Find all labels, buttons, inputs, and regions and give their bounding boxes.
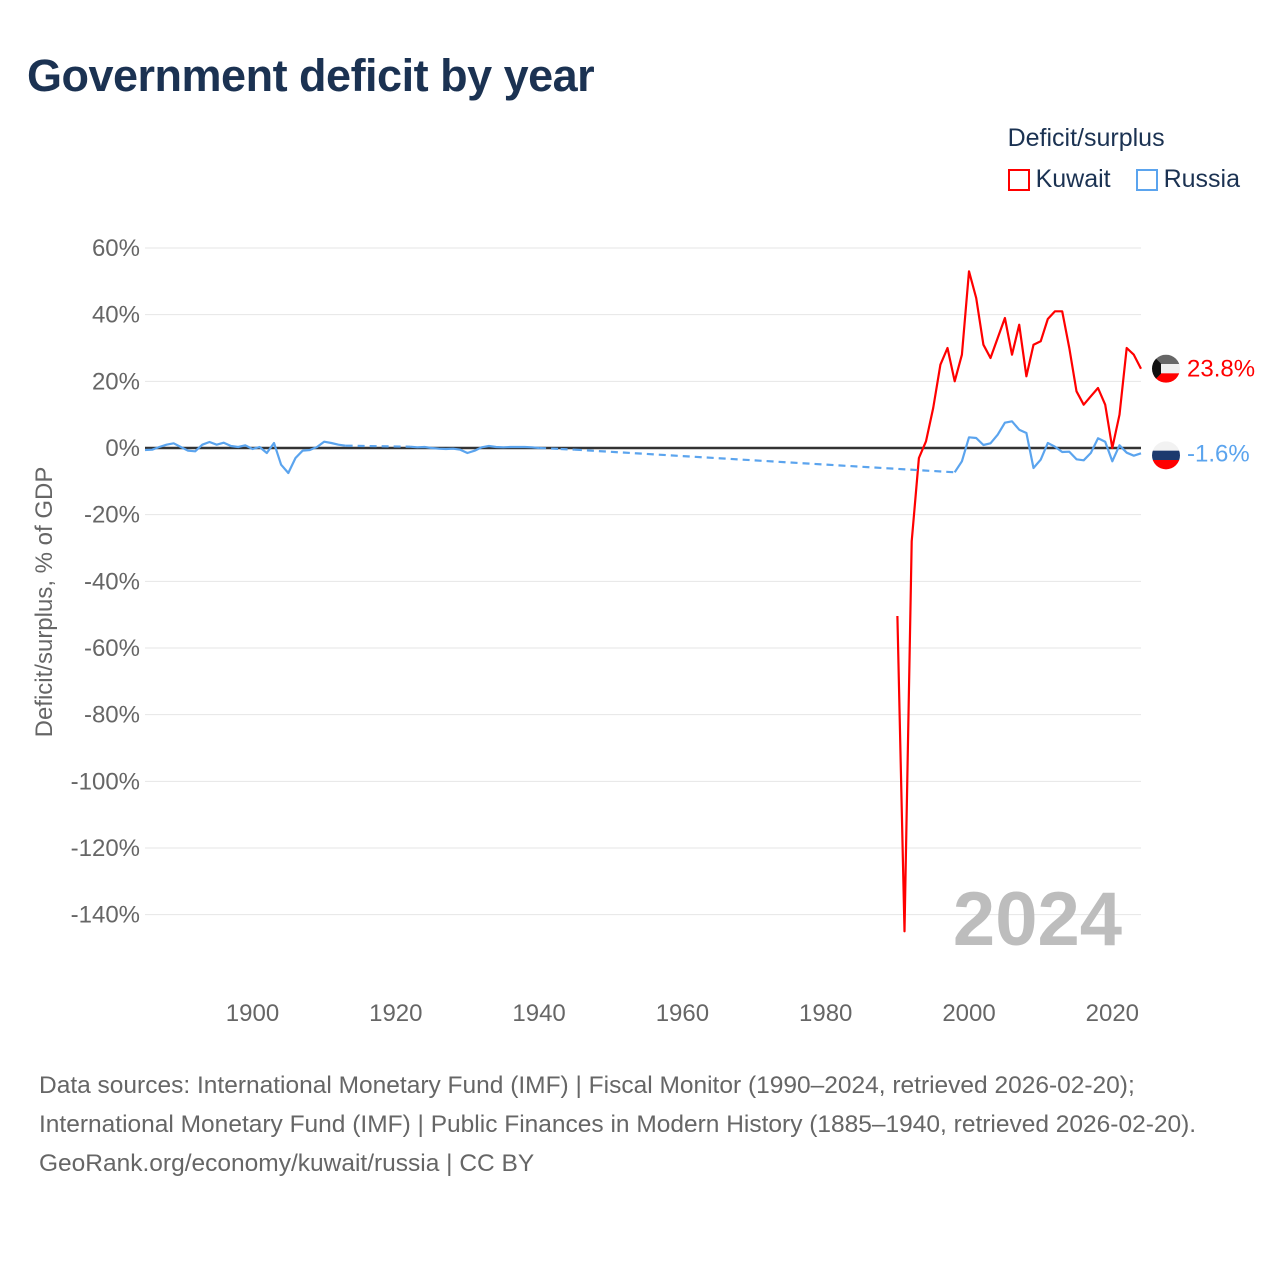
y-axis-label: Deficit/surplus, % of GDP bbox=[31, 467, 58, 738]
gap-line bbox=[345, 444, 411, 448]
y-axis-ticks: 60% 40% 20% 0% -20% -40% -60% -80% -100% -120% -14… bbox=[71, 235, 140, 929]
x-tick-label: 2000 bbox=[942, 1000, 995, 1027]
flag-trapezoid bbox=[1152, 354, 1161, 383]
gap-line bbox=[539, 446, 561, 451]
legend-label: Kuwait bbox=[1035, 165, 1111, 193]
credit-link[interactable]: GeoRank.org/economy/kuwait/russia | CC B… bbox=[39, 1150, 535, 1177]
legend-title: Deficit/surplus bbox=[1007, 124, 1165, 152]
flag-stripe bbox=[1152, 441, 1180, 452]
gap-line bbox=[560, 447, 575, 451]
flag-stripe bbox=[1152, 460, 1180, 470]
footer: Data sources: International Monetary Fun… bbox=[39, 1066, 1239, 1183]
x-tick-label: 1900 bbox=[226, 1000, 279, 1027]
y-tick-label: -40% bbox=[84, 568, 140, 595]
x-tick-label: 1920 bbox=[369, 1000, 422, 1027]
end-label-russia: -1.6% bbox=[1187, 440, 1250, 467]
y-tick-label: -120% bbox=[71, 835, 140, 862]
y-tick-label: 0% bbox=[105, 435, 140, 462]
y-tick-label: -80% bbox=[84, 702, 140, 729]
flag-stripe bbox=[1152, 364, 1180, 374]
series-line bbox=[896, 270, 1142, 933]
data-sources: Data sources: International Monetary Fun… bbox=[39, 1072, 1197, 1138]
legend-swatch-russia bbox=[1135, 168, 1158, 191]
legend-label: Russia bbox=[1163, 165, 1240, 193]
legend-swatch-kuwait bbox=[1007, 168, 1030, 191]
year-watermark: 2024 bbox=[953, 877, 1122, 962]
y-tick-label: 60% bbox=[92, 235, 140, 262]
legend-item-kuwait[interactable]: Kuwait bbox=[1007, 165, 1111, 194]
y-tick-label: 20% bbox=[92, 368, 140, 395]
y-tick-label: -20% bbox=[84, 502, 140, 529]
series-russia bbox=[144, 420, 1142, 475]
x-tick-label: 1960 bbox=[656, 1000, 709, 1027]
flag-fill bbox=[1152, 354, 1180, 383]
legend: Deficit/surplus Kuwait Russia bbox=[1007, 124, 1240, 198]
end-label-kuwait: 23.8% bbox=[1187, 356, 1255, 383]
series-kuwait bbox=[896, 270, 1142, 933]
flag-stripe bbox=[1152, 450, 1180, 461]
y-tick-label: -60% bbox=[84, 635, 140, 662]
x-axis-ticks: 1900 1920 1940 1960 1980 2000 2020 bbox=[226, 1000, 1139, 1027]
x-tick-label: 2020 bbox=[1086, 1000, 1139, 1027]
y-tick-label: -140% bbox=[71, 902, 140, 929]
gridlines bbox=[145, 247, 1141, 916]
chart-title: Government deficit by year bbox=[27, 50, 595, 101]
flag-stripe bbox=[1152, 373, 1180, 383]
y-tick-label: 40% bbox=[92, 302, 140, 329]
flag-fill bbox=[1152, 441, 1180, 470]
russia-flag-icon bbox=[1152, 441, 1180, 470]
series-line bbox=[144, 420, 1142, 475]
chart-area: 60% 40% 20% 0% -20% -40% -60% -80% -100% -120% -14… bbox=[31, 235, 1255, 1027]
gap-line bbox=[574, 448, 955, 474]
legend-item-russia[interactable]: Russia bbox=[1135, 165, 1240, 194]
y-tick-label: -100% bbox=[71, 768, 140, 795]
kuwait-flag-icon bbox=[1152, 354, 1180, 383]
x-tick-label: 1940 bbox=[512, 1000, 565, 1027]
flag-stripe bbox=[1152, 354, 1180, 365]
x-tick-label: 1980 bbox=[799, 1000, 852, 1027]
